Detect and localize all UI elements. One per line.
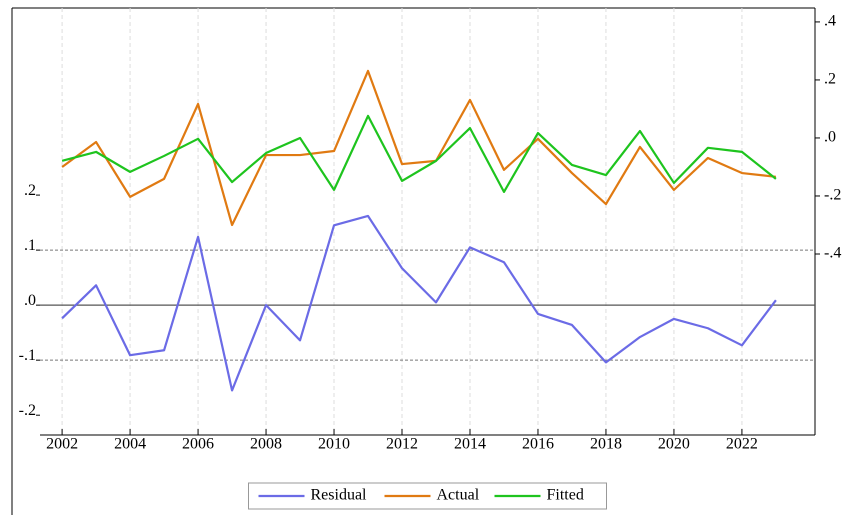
y-tick-label: -.2	[19, 402, 36, 419]
y2-tick-label: -.2	[824, 187, 841, 204]
y-tick-label: .2	[24, 182, 36, 199]
x-tick-label: 2004	[114, 436, 146, 453]
y-tick-label: -.1	[19, 347, 36, 364]
legend-label: Residual	[311, 487, 368, 504]
x-tick-label: 2018	[590, 436, 622, 453]
y2-tick-label: -.4	[824, 245, 841, 262]
legend-label: Fitted	[547, 487, 584, 504]
x-tick-label: 2008	[250, 436, 282, 453]
x-tick-label: 2012	[386, 436, 418, 453]
y-tick-label: .1	[24, 237, 36, 254]
legend-label: Actual	[437, 487, 480, 504]
y2-tick-label: .2	[824, 71, 836, 88]
x-tick-label: 2022	[726, 436, 758, 453]
x-tick-label: 2020	[658, 436, 690, 453]
x-tick-label: 2014	[454, 436, 486, 453]
x-tick-label: 2006	[182, 436, 214, 453]
x-tick-label: 2010	[318, 436, 350, 453]
y2-tick-label: .4	[824, 13, 836, 30]
series-line	[61, 214, 777, 392]
series-line	[61, 69, 777, 227]
y2-tick-label: .0	[824, 129, 836, 146]
series-line	[61, 114, 777, 194]
x-tick-label: 2016	[522, 436, 554, 453]
y-tick-label: .0	[24, 292, 36, 309]
x-tick-label: 2002	[46, 436, 78, 453]
